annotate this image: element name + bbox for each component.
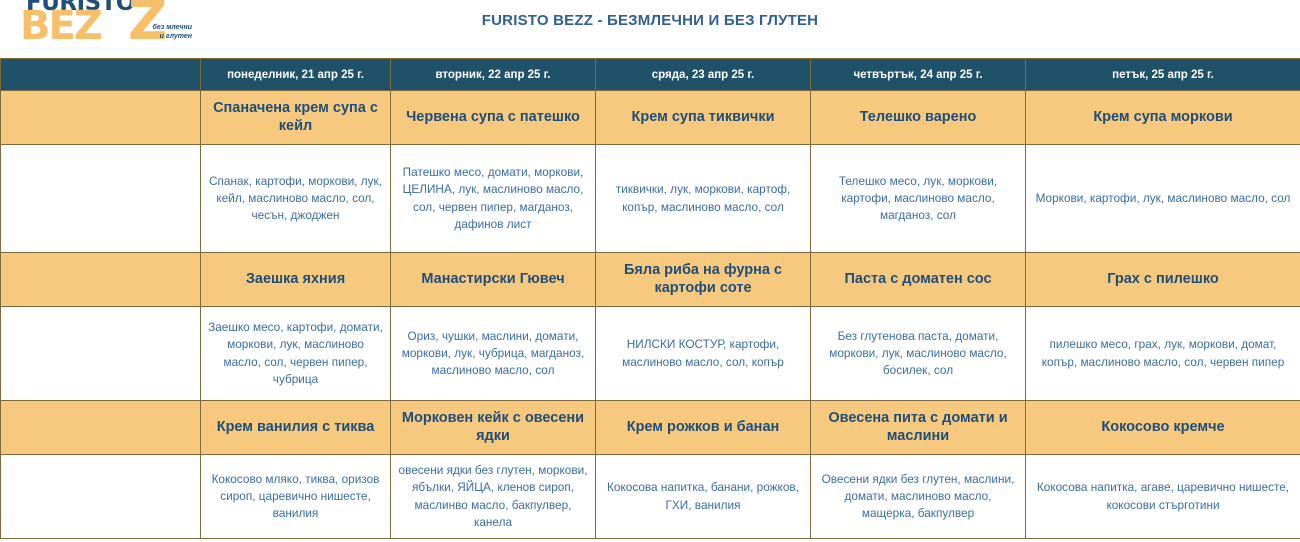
cell-main-names-label [0, 252, 201, 307]
cell-main-ingredients-label [0, 306, 201, 401]
row-main-ingredients: Заешко месо, картофи, домати, моркови, л… [0, 306, 1300, 401]
cell-soup-name-thu: Телешко варено [810, 90, 1026, 145]
cell-main-name-tue: Манастирски Гювеч [390, 252, 596, 307]
cell-soup-name-fri: Крем супа моркови [1025, 90, 1300, 145]
cell-dessert-names-label [0, 400, 201, 455]
cell-dessert-name-fri: Кокосово кремче [1025, 400, 1300, 455]
logo-tagline-line1: без млечни [152, 24, 193, 31]
header-cell-day-1: вторник, 22 апр 25 г. [390, 58, 596, 91]
cell-dessert-ingredients-fri: Кокосова напитка, агаве, царевично нишес… [1025, 454, 1300, 539]
cell-dessert-name-mon: Крем ванилия с тиква [200, 400, 391, 455]
cell-soup-name-mon: Спаначена крем супа с кейл [200, 90, 391, 145]
cell-soup-name-tue: Червена супа с патешко [390, 90, 596, 145]
row-dessert-ingredients: Кокосово мляко, тиква, оризов сироп, цар… [0, 454, 1300, 539]
logo-tagline-line2: и глутен [159, 32, 192, 40]
header-cell-day-4: петък, 25 апр 25 г. [1025, 58, 1300, 91]
cell-dessert-name-thu: Овесена пита с домати и маслини [810, 400, 1026, 455]
cell-main-ingredients-wed: НИЛСКИ КОСТУР, картофи, маслиново масло,… [595, 306, 811, 401]
cell-soup-ingredients-label [0, 144, 201, 253]
table-header: понеделник, 21 апр 25 г. вторник, 22 апр… [0, 58, 1300, 91]
cell-main-ingredients-fri: пилешко месо, грах, лук, моркови, домат,… [1025, 306, 1300, 401]
row-dessert-names: Крем ванилия с тиква Морковен кейк с ове… [0, 400, 1300, 455]
cell-soup-ingredients-tue: Патешко месо, домати, моркови, ЦЕЛИНА, л… [390, 144, 596, 253]
cell-soup-names-label [0, 90, 201, 145]
cell-main-ingredients-tue: Ориз, чушки, маслини, домати, моркови, л… [390, 306, 596, 401]
day-header-row: понеделник, 21 апр 25 г. вторник, 22 апр… [0, 58, 1300, 91]
cell-main-name-mon: Заешка яхния [200, 252, 391, 307]
cell-dessert-ingredients-wed: Кокосова напитка, банани, рожков, ГХИ, в… [595, 454, 811, 539]
header-cell-day-2: сряда, 23 апр 25 г. [595, 58, 811, 91]
cell-soup-ingredients-fri: Моркови, картофи, лук, маслиново масло, … [1025, 144, 1300, 253]
cell-main-name-thu: Паста с доматен сос [810, 252, 1026, 307]
brand-logo: FURISTO BEZ Z без млечни и глутен [8, 0, 198, 54]
cell-soup-name-wed: Крем супа тиквички [595, 90, 811, 145]
cell-soup-ingredients-mon: Спанак, картофи, моркови, лук, кейл, мас… [200, 144, 391, 253]
cell-dessert-name-tue: Морковен кейк с овесени ядки [390, 400, 596, 455]
row-soup-names: Спаначена крем супа с кейл Червена супа … [0, 90, 1300, 145]
cell-main-ingredients-thu: Без глутенова паста, домати, моркови, лу… [810, 306, 1026, 401]
table-body: Спаначена крем супа с кейл Червена супа … [0, 90, 1300, 539]
cell-dessert-ingredients-label [0, 454, 201, 539]
page-title: FURISTO BEZZ - БЕЗМЛЕЧНИ И БЕЗ ГЛУТЕН [481, 12, 819, 29]
cell-soup-ingredients-thu: Телешко месо, лук, моркови, картофи, мас… [810, 144, 1026, 253]
cell-dessert-ingredients-tue: овесени ядки без глутен, моркови, ябълки… [390, 454, 596, 539]
logo-text-furisto: FURISTO [26, 0, 135, 16]
header-cell-corner [0, 58, 201, 91]
weekly-menu-table: понеделник, 21 апр 25 г. вторник, 22 апр… [0, 58, 1300, 539]
logo-tagline: без млечни и глутен [126, 24, 193, 42]
cell-soup-ingredients-wed: тиквички, лук, моркови, картоф, копър, м… [595, 144, 811, 253]
page-header: FURISTO BEZ Z без млечни и глутен FURIST… [0, 0, 1300, 58]
cell-main-name-wed: Бяла риба на фурна с картофи соте [595, 252, 811, 307]
cell-dessert-ingredients-mon: Кокосово мляко, тиква, оризов сироп, цар… [200, 454, 391, 539]
cell-dessert-ingredients-thu: Овесени ядки без глутен, маслини, домати… [810, 454, 1026, 539]
header-cell-day-0: понеделник, 21 апр 25 г. [200, 58, 391, 91]
cell-main-name-fri: Грах с пилешко [1025, 252, 1300, 307]
cell-dessert-name-wed: Крем рожков и банан [595, 400, 811, 455]
header-cell-day-3: четвъртък, 24 апр 25 г. [810, 58, 1026, 91]
row-soup-ingredients: Спанак, картофи, моркови, лук, кейл, мас… [0, 144, 1300, 253]
logo-text-bez: BEZ [20, 3, 103, 49]
logo-text-big-z: Z [128, 0, 168, 52]
cell-main-ingredients-mon: Заешко месо, картофи, домати, моркови, л… [200, 306, 391, 401]
row-main-names: Заешка яхния Манастирски Гювеч Бяла риба… [0, 252, 1300, 307]
